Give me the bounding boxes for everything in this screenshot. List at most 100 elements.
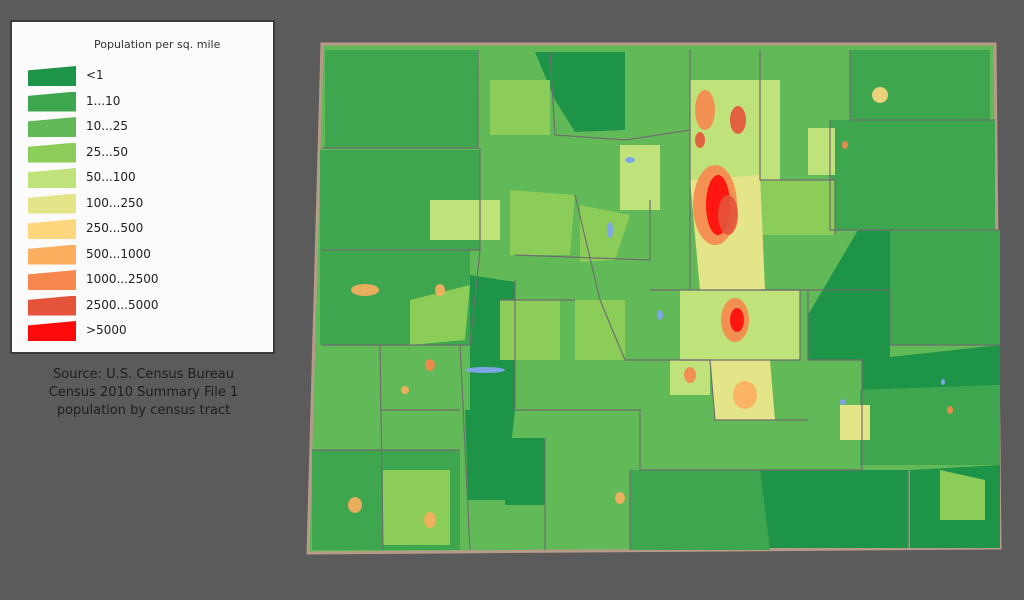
legend-label: 1000...2500: [86, 272, 159, 286]
legend-item: 250...500: [28, 217, 268, 239]
map-region: [410, 285, 470, 345]
county-boundary: [760, 290, 863, 471]
urban-area: [425, 359, 435, 371]
legend-label: 50...100: [86, 170, 136, 184]
county-boundary: [849, 50, 995, 121]
source-line: population by census tract: [56, 403, 231, 418]
legend-swatch: [28, 66, 76, 86]
water-body: [840, 399, 846, 405]
map-region: [500, 300, 560, 360]
county-boundary: [759, 50, 836, 235]
county-boundary: [549, 51, 691, 141]
urban-area: [872, 87, 888, 103]
source-note: Source: U.S. Census Bureau Census 2010 S…: [0, 366, 287, 420]
map-region: [575, 300, 625, 360]
legend-swatch: [28, 270, 76, 290]
map-region: [325, 50, 478, 148]
legend-label: 2500...5000: [86, 297, 159, 312]
urban-area: [424, 512, 436, 528]
urban-area: [718, 195, 738, 235]
county-boundary: [574, 194, 808, 421]
legend-label: 25...50: [86, 144, 128, 159]
map-region: [430, 200, 500, 240]
urban-area: [733, 381, 757, 409]
legend-swatch: [28, 142, 76, 163]
legend-swatch: [28, 168, 76, 188]
legend-item: 25...50: [28, 141, 268, 163]
urban-area: [695, 90, 715, 130]
map-region: [510, 190, 575, 255]
urban-area: [615, 492, 625, 504]
urban-area: [435, 284, 445, 296]
legend-item: 100...250: [28, 192, 268, 214]
legend-swatch: [28, 219, 76, 239]
water-body: [941, 379, 945, 385]
legend-label: 10...25: [86, 119, 128, 133]
map-region: [940, 470, 985, 520]
urban-area: [730, 106, 746, 134]
county-boundary: [379, 344, 384, 551]
legend-swatch: [28, 193, 76, 214]
map-region: [383, 470, 450, 545]
legend-item: 50...100: [28, 166, 268, 188]
map-region: [860, 385, 1000, 465]
map-region: [760, 180, 835, 235]
county-boundary: [760, 289, 1000, 346]
legend-item: <1: [28, 64, 268, 86]
map-region: [890, 230, 1000, 345]
county-boundary: [514, 200, 651, 261]
urban-area: [947, 406, 953, 414]
urban-area: [348, 497, 362, 513]
map-region: [580, 205, 630, 262]
county-boundary: [650, 289, 801, 361]
urban-area: [351, 284, 379, 296]
legend-swatch: [28, 91, 76, 112]
map-region: [465, 410, 515, 500]
legend-label: >5000: [86, 323, 127, 337]
county-boundary: [829, 120, 1000, 231]
legend-label: 250...500: [86, 221, 144, 235]
legend-title: Population per sq. mile: [94, 38, 221, 51]
legend-label: 500...1000: [86, 246, 151, 261]
source-line: Census 2010 Summary File 1: [48, 385, 239, 400]
water-body: [657, 310, 663, 320]
urban-area: [684, 367, 696, 383]
map-region: [630, 470, 770, 550]
map-region: [760, 470, 908, 548]
map-region: [620, 145, 660, 210]
legend-swatch: [28, 321, 76, 341]
map-region: [850, 50, 990, 120]
water-body: [625, 157, 635, 163]
county-boundary: [514, 280, 760, 471]
map-region: [505, 438, 545, 505]
legend-item: 1...10: [28, 90, 268, 112]
map-region: [830, 120, 995, 230]
urban-area: [401, 386, 409, 394]
legend-swatch: [28, 295, 76, 316]
legend-label: <1: [86, 68, 104, 82]
water-body: [465, 367, 505, 373]
water-body: [607, 222, 613, 238]
map-region: [535, 52, 625, 132]
county-boundary: [469, 148, 481, 346]
map-legend: Population per sq. mile <1 1...10 10...25 2…: [10, 20, 275, 354]
legend-item: 500...1000: [28, 243, 268, 265]
legend-swatch: [28, 117, 76, 137]
map-region: [840, 405, 870, 440]
legend-item: 2500...5000: [28, 294, 268, 316]
map-region: [862, 345, 1000, 390]
legend-item: >5000: [28, 319, 268, 341]
urban-area: [842, 141, 848, 149]
legend-item: 10...25: [28, 115, 268, 137]
map-region: [808, 128, 835, 175]
county-boundary: [322, 50, 479, 149]
urban-area: [730, 308, 744, 332]
source-line: Source: U.S. Census Bureau: [53, 367, 234, 382]
legend-swatch: [28, 244, 76, 265]
map-region: [490, 80, 550, 135]
county-boundary: [459, 344, 471, 551]
legend-item: 1000...2500: [28, 268, 268, 290]
urban-area: [695, 132, 705, 148]
legend-label: 1...10: [86, 93, 121, 108]
